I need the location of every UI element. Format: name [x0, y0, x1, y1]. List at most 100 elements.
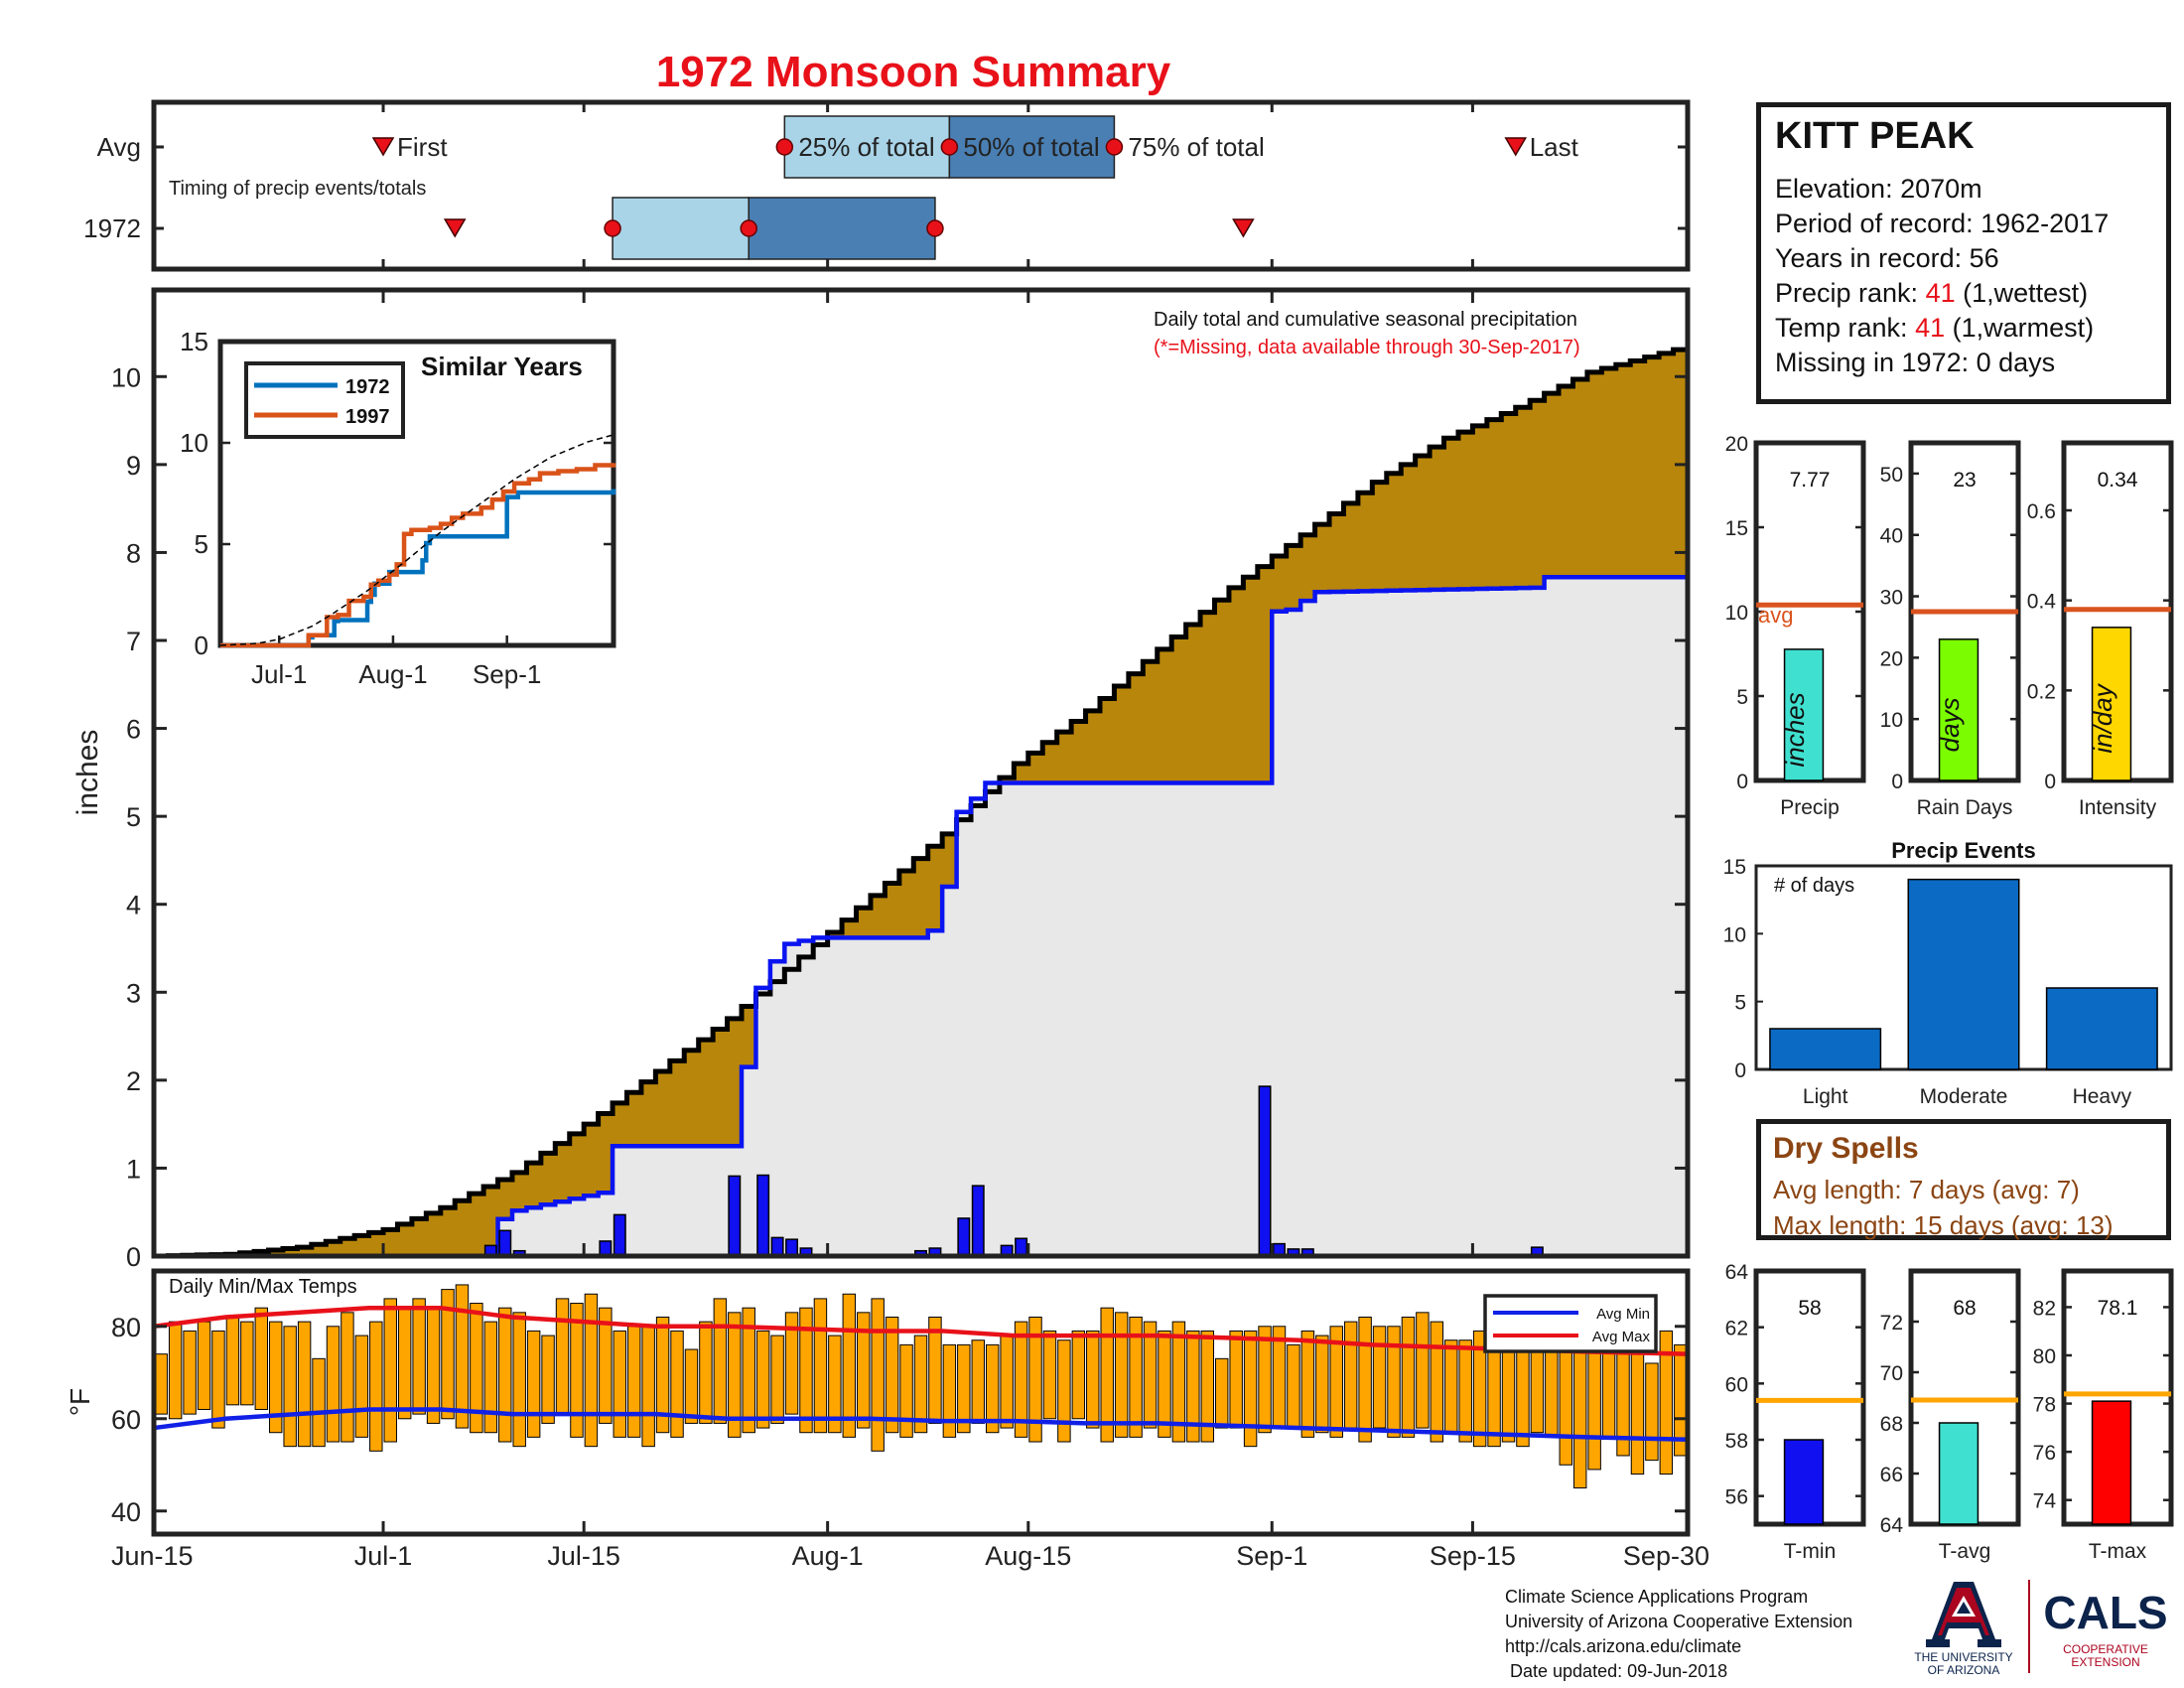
quartile-marker — [940, 138, 959, 156]
logo-coop-line2: EXTENSION — [2071, 1655, 2139, 1669]
logo-univ-line1: THE UNIVERSITY — [1914, 1650, 2012, 1664]
credits: Climate Science Applications Program Uni… — [1505, 1585, 1852, 1684]
daily-temp-bar — [283, 1326, 297, 1448]
temp-rank-suffix: (1,warmest) — [1945, 313, 2095, 343]
year-cumulative-area — [154, 577, 1688, 1256]
t-avg-value-label: 68 — [1953, 1297, 1976, 1320]
daily-precip-bar — [957, 1217, 971, 1257]
x-tick-label: Sep-15 — [1430, 1541, 1516, 1571]
rain-days-bar-text: days — [1935, 697, 1965, 752]
t-max-chart: 74 76 78 80 82 78.1 T-max — [2033, 1268, 2174, 1563]
daily-temp-bar — [1315, 1335, 1329, 1434]
temp-legend-label: Avg Min — [1596, 1306, 1650, 1323]
timing-row-label: Avg — [97, 132, 141, 162]
chart-note-missing: (*=Missing, data available through 30-Se… — [1154, 337, 1580, 358]
temp-y-tick-label: 40 — [111, 1497, 141, 1527]
daily-temp-bar — [885, 1316, 899, 1434]
daily-temp-bar — [297, 1321, 312, 1448]
last-label: Last — [1530, 132, 1579, 162]
precip-events-bar — [2045, 987, 2158, 1070]
t-min-chart: 56 58 60 62 64 58 T-min — [1725, 1261, 1866, 1563]
t-max-y-tick-label: 82 — [2033, 1297, 2056, 1320]
temp-plot-frame — [151, 1268, 1691, 1537]
precip-total-bar — [1783, 648, 1825, 781]
precip-total-category-label: Precip — [1780, 796, 1840, 819]
daily-temp-bar — [842, 1293, 857, 1438]
precip-rank-label: Precip rank: — [1775, 278, 1926, 308]
station-years: Years in record: 56 — [1775, 243, 1999, 273]
rain-days-y-tick-label: 30 — [1880, 587, 1903, 610]
daily-temp-bar — [1215, 1357, 1229, 1429]
daily-precip-bar — [1258, 1085, 1272, 1257]
first-label: First — [397, 132, 448, 162]
daily-temp-bar — [541, 1335, 555, 1424]
daily-temp-bar — [455, 1284, 470, 1429]
logo-cals: CALS — [2043, 1587, 2167, 1638]
figure-title: 1972 Monsoon Summary — [655, 48, 1171, 96]
daily-temp-bar — [240, 1321, 254, 1406]
daily-temp-bar — [699, 1321, 713, 1424]
y-tick-label: 7 — [126, 627, 141, 656]
daily-temp-bar — [1487, 1339, 1501, 1448]
credits-line: http://cals.arizona.edu/climate — [1505, 1636, 1742, 1656]
daily-temp-bar — [1358, 1316, 1372, 1443]
daily-temp-bar — [913, 1335, 928, 1434]
last-marker — [1504, 137, 1528, 157]
daily-precip-bar — [613, 1213, 626, 1257]
t-min-y-tick-label: 58 — [1725, 1430, 1748, 1453]
precip-total-chart: 0 5 10 15 20 7.77 Precip inches avg — [1725, 433, 1866, 819]
precip-events-bar — [1907, 878, 2020, 1070]
daily-temp-bar — [1572, 1343, 1587, 1489]
daily-temp-bar — [1057, 1339, 1071, 1443]
daily-temp-bar — [211, 1330, 225, 1429]
daily-temp-bar — [341, 1312, 354, 1443]
inset-y-tick-label: 10 — [180, 428, 208, 458]
credits-line: Date updated: 09-Jun-2018 — [1505, 1661, 1728, 1681]
rain-days-bar — [1938, 638, 1979, 781]
intensity-y-tick-label: 0.6 — [2027, 500, 2056, 523]
quartile-marker — [926, 219, 944, 237]
daily-temp-bar — [957, 1343, 971, 1434]
precip-events-ylabel: # of days — [1774, 875, 1854, 897]
x-tick-label: Jul-15 — [547, 1541, 620, 1571]
rain-days-y-tick-label: 40 — [1880, 525, 1903, 548]
t-avg-y-tick-label: 68 — [1880, 1413, 1903, 1436]
daily-temp-bar — [483, 1321, 498, 1434]
precip-rank-suffix: (1,wettest) — [1955, 278, 2089, 308]
intensity-chart: 0 0.2 0.4 0.6 0.34 Intensity in/day — [2027, 440, 2174, 819]
daily-temp-bar — [1416, 1312, 1430, 1429]
block-a-logo — [1926, 1582, 2001, 1647]
daily-precip-bar — [756, 1174, 770, 1257]
daily-temp-bar — [1028, 1316, 1042, 1443]
station-info-box: KITT PEAK Elevation: 2070m Period of rec… — [1756, 102, 2171, 404]
daily-temp-bar — [784, 1312, 799, 1415]
dry-spells-title: Dry Spells — [1773, 1132, 1919, 1165]
daily-temp-bar — [512, 1312, 526, 1448]
quartile-marker — [604, 219, 621, 237]
daily-temp-bar — [498, 1307, 512, 1443]
daily-temp-bar — [871, 1298, 885, 1452]
y-tick-label: 0 — [126, 1242, 141, 1272]
daily-temp-bar — [1243, 1330, 1258, 1448]
precip-total-value-label: 7.77 — [1790, 469, 1831, 492]
daily-temp-bar — [354, 1335, 369, 1438]
daily-precip-bar — [770, 1236, 784, 1257]
daily-temp-bar — [269, 1321, 283, 1434]
t-min-category-label: T-min — [1784, 1540, 1837, 1563]
daily-temp-bar — [713, 1298, 728, 1424]
daily-temp-bar — [254, 1307, 269, 1410]
rain-days-category-label: Rain Days — [1917, 796, 2013, 819]
inset-title: Similar Years — [421, 352, 583, 381]
temp-legend-label: Avg Max — [1592, 1329, 1651, 1345]
y-axis-label: inches — [71, 730, 104, 816]
precip-events-category-label: Moderate — [1920, 1085, 2008, 1108]
y-tick-label: 10 — [111, 362, 141, 392]
daily-temp-bar — [599, 1307, 613, 1424]
university-logo: THE UNIVERSITY OF ARIZONA CALS COOPERATI… — [1914, 1580, 2168, 1677]
rain-days-y-tick-label: 0 — [1891, 771, 1903, 793]
precip-events-chart: Precip Events # of days 0 5 10 15 Light Moderat… — [1723, 838, 2173, 1108]
precip-total-y-tick-label: 5 — [1736, 686, 1748, 709]
daily-temp-bar — [470, 1303, 483, 1434]
y-tick-label: 1 — [126, 1154, 141, 1184]
